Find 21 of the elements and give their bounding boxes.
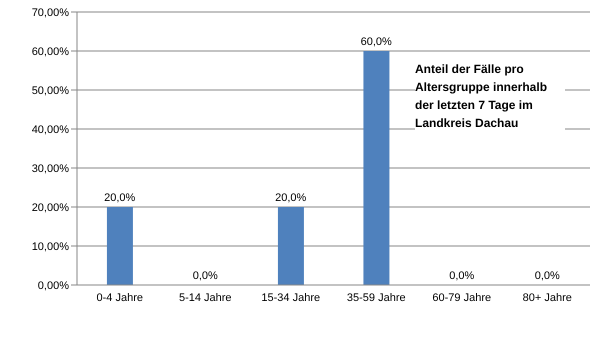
- data-label: 0,0%: [534, 270, 560, 282]
- data-label: 0,0%: [192, 270, 218, 282]
- y-tick-label: 0,00%: [38, 280, 70, 292]
- data-label: 60,0%: [360, 36, 392, 48]
- y-tick-label: 10,00%: [32, 240, 70, 253]
- x-tick-label: 60-79 Jahre: [432, 292, 492, 304]
- y-tick-label: 40,00%: [32, 124, 70, 136]
- y-tick-label: 20,00%: [32, 202, 70, 214]
- y-tick-label: 70,00%: [32, 6, 70, 19]
- x-tick-label: 35-59 Jahre: [346, 292, 406, 304]
- text: Anteil der Fälle pro Altersgruppe innerhalb der letzten 7 Tage im Landkreis Dachau: [415, 60, 565, 132]
- y-tick-label: 30,00%: [32, 162, 70, 175]
- x-tick-label: 0-4 Jahre: [96, 292, 143, 304]
- x-tick-label: 5-14 Jahre: [178, 292, 232, 304]
- y-tick-label: 60,00%: [32, 46, 70, 58]
- x-tick-label: 15-34 Jahre: [261, 292, 320, 304]
- data-label: 20,0%: [104, 192, 136, 204]
- x-tick-label: 80+ Jahre: [522, 292, 572, 304]
- data-label: 0,0%: [449, 270, 474, 282]
- data-label: 20,0%: [275, 192, 307, 204]
- y-tick-label: 50,00%: [32, 84, 70, 97]
